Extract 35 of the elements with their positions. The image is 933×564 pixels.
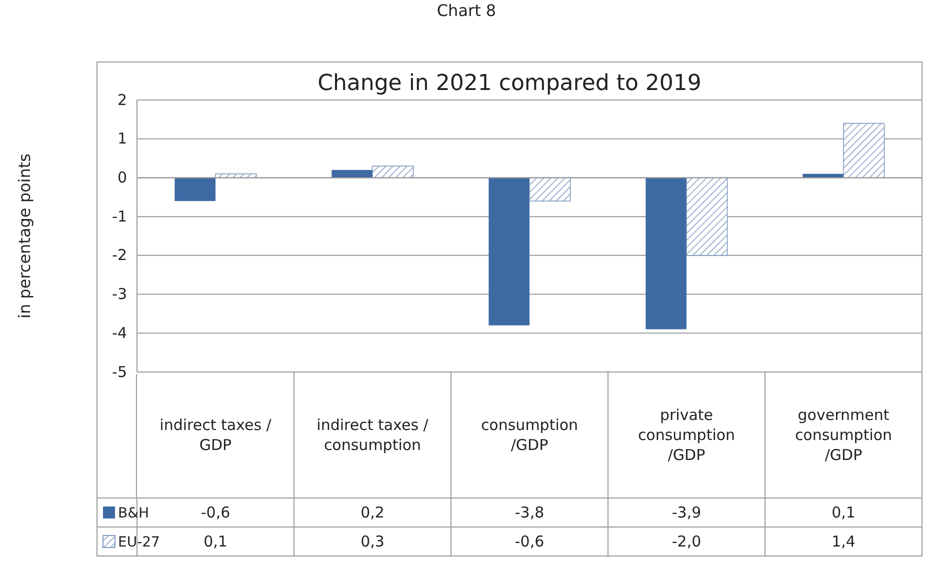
data-label: -0,6 [200, 504, 230, 522]
data-label: 0,1 [832, 504, 856, 522]
data-label: 0,3 [360, 532, 384, 550]
y-tick-label: 0 [117, 168, 127, 187]
chart-title: Change in 2021 compared to 2019 [318, 71, 702, 96]
bar [488, 178, 530, 326]
data-label: -3,8 [514, 504, 544, 522]
bar [529, 177, 571, 202]
y-tick-label: -2 [112, 246, 127, 264]
caption: Chart 8 [436, 1, 496, 20]
bar [686, 177, 728, 256]
legend-label: B&H [118, 506, 150, 522]
y-axis-title: in percentage points [15, 154, 34, 318]
bar [646, 178, 686, 330]
bar [174, 178, 216, 202]
x-tick-label: indirect taxes / consumption [316, 416, 430, 454]
x-tick-label: private consumption /GDP [638, 406, 736, 464]
data-label: 1,4 [832, 532, 856, 550]
x-tick-label: government consumption /GDP [794, 406, 892, 464]
data-label: -2,0 [672, 532, 702, 550]
x-tick-label: consumption /GDP [480, 416, 578, 454]
x-tick-label: indirect taxes / GDP [160, 416, 272, 454]
bar [372, 166, 414, 178]
data-label: -0,6 [514, 532, 544, 550]
y-tick-label: 2 [117, 90, 127, 109]
legend-label: EU-27 [118, 534, 160, 550]
y-tick-label: -3 [112, 285, 127, 304]
data-label: -3,9 [672, 504, 702, 522]
data-label: 0,1 [204, 532, 228, 550]
y-tick-label: -5 [112, 362, 127, 381]
y-tick-label: -4 [112, 324, 127, 342]
y-tick-label: 1 [117, 130, 127, 148]
bar [843, 122, 885, 178]
data-label: 0,2 [360, 504, 384, 522]
y-tick-label: -1 [112, 207, 127, 226]
